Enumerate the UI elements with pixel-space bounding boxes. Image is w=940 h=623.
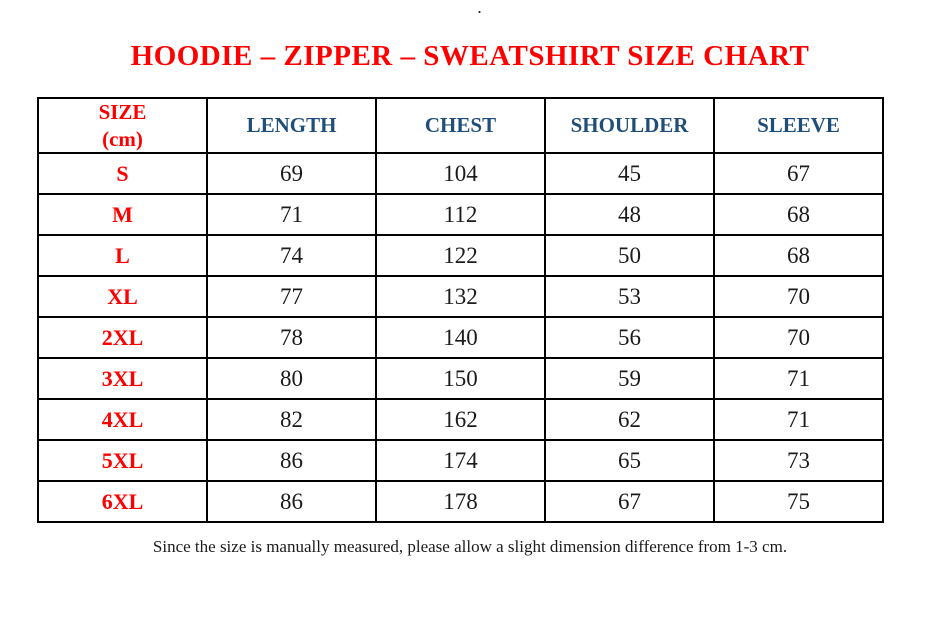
sleeve-cell: 70 (713, 275, 884, 318)
size-cell: 2XL (37, 316, 208, 359)
header-size-cm: SIZE (cm) (37, 97, 208, 154)
shoulder-cell: 45 (544, 152, 715, 195)
chest-cell: 132 (375, 275, 546, 318)
header-chest: CHEST (375, 97, 546, 154)
table-row: 2XL 78 140 56 70 (37, 316, 884, 359)
sleeve-cell: 70 (713, 316, 884, 359)
chest-cell: 104 (375, 152, 546, 195)
table-row: L 74 122 50 68 (37, 234, 884, 277)
chest-cell: 112 (375, 193, 546, 236)
length-cell: 86 (206, 439, 377, 482)
chest-cell: 162 (375, 398, 546, 441)
size-cell: 4XL (37, 398, 208, 441)
table-header: SIZE (cm) LENGTH CHEST SHOULDER SLEEVE (37, 97, 884, 154)
length-cell: 74 (206, 234, 377, 277)
length-cell: 78 (206, 316, 377, 359)
table-row: 3XL 80 150 59 71 (37, 357, 884, 400)
sleeve-cell: 67 (713, 152, 884, 195)
length-cell: 80 (206, 357, 377, 400)
sleeve-cell: 68 (713, 193, 884, 236)
chest-cell: 178 (375, 480, 546, 523)
table-row: 5XL 86 174 65 73 (37, 439, 884, 482)
footer-note: Since the size is manually measured, ple… (152, 537, 788, 556)
header-size-line2: (cm) (102, 126, 143, 151)
table-row: M 71 112 48 68 (37, 193, 884, 236)
header-row: SIZE (cm) LENGTH CHEST SHOULDER SLEEVE (37, 97, 884, 154)
chest-cell: 150 (375, 357, 546, 400)
chest-cell: 140 (375, 316, 546, 359)
size-cell: XL (37, 275, 208, 318)
size-cell: 5XL (37, 439, 208, 482)
shoulder-cell: 65 (544, 439, 715, 482)
length-cell: 77 (206, 275, 377, 318)
length-cell: 71 (206, 193, 377, 236)
shoulder-cell: 50 (544, 234, 715, 277)
page-title: HOODIE – ZIPPER – SWEATSHIRT SIZE CHART (130, 40, 810, 72)
stray-period-mark: . (477, 0, 483, 17)
shoulder-cell: 53 (544, 275, 715, 318)
size-chart-table: SIZE (cm) LENGTH CHEST SHOULDER SLEEVE S… (37, 97, 884, 523)
sleeve-cell: 71 (713, 398, 884, 441)
table-row: S 69 104 45 67 (37, 152, 884, 195)
shoulder-cell: 59 (544, 357, 715, 400)
header-shoulder: SHOULDER (544, 97, 715, 154)
sleeve-cell: 68 (713, 234, 884, 277)
size-cell: 6XL (37, 480, 208, 523)
size-cell: 3XL (37, 357, 208, 400)
shoulder-cell: 56 (544, 316, 715, 359)
size-cell: M (37, 193, 208, 236)
header-sleeve: SLEEVE (713, 97, 884, 154)
shoulder-cell: 62 (544, 398, 715, 441)
sleeve-cell: 73 (713, 439, 884, 482)
table-row: 6XL 86 178 67 75 (37, 480, 884, 523)
chest-cell: 174 (375, 439, 546, 482)
length-cell: 86 (206, 480, 377, 523)
table-body: S 69 104 45 67 M 71 112 48 68 L 74 122 50 68 XL 77 132 53 7… (37, 152, 884, 523)
length-cell: 82 (206, 398, 377, 441)
shoulder-cell: 48 (544, 193, 715, 236)
header-size-line1: SIZE (98, 100, 147, 125)
chest-cell: 122 (375, 234, 546, 277)
size-cell: S (37, 152, 208, 195)
table-row: XL 77 132 53 70 (37, 275, 884, 318)
size-cell: L (37, 234, 208, 277)
length-cell: 69 (206, 152, 377, 195)
sleeve-cell: 75 (713, 480, 884, 523)
sleeve-cell: 71 (713, 357, 884, 400)
shoulder-cell: 67 (544, 480, 715, 523)
header-length: LENGTH (206, 97, 377, 154)
table-row: 4XL 82 162 62 71 (37, 398, 884, 441)
